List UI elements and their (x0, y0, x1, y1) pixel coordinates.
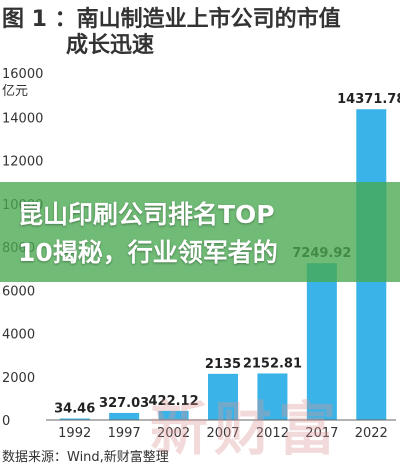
y-tick-label: 4000 (2, 328, 35, 343)
y-tick-label: 14000 (2, 111, 43, 126)
x-tick-label: 2007 (206, 426, 239, 441)
data-label: 14371.78 (337, 92, 400, 107)
chart-title-line-2: 成长迅速 (66, 32, 154, 58)
bar (158, 410, 189, 420)
y-tick-label: 12000 (2, 155, 43, 170)
bar (306, 263, 337, 420)
bar (208, 373, 238, 420)
x-tick-label: 2017 (305, 426, 338, 441)
watermark: 新财富 (150, 395, 343, 463)
bar (59, 418, 90, 420)
data-label: 34.46 (54, 402, 95, 417)
data-label: 2152.81 (243, 356, 302, 371)
data-label: 2135 (205, 357, 241, 372)
y-tick-label: 2000 (2, 371, 35, 386)
data-label: 327.03 (99, 396, 149, 411)
x-axis-ticks: 1992 1997 2002 2007 2012 2017 2022 (58, 426, 388, 441)
bar (257, 373, 288, 420)
banner-line-2: 10揭秘，行业领军者的 (18, 238, 278, 267)
x-tick-label: 2022 (355, 426, 388, 441)
x-tick-label: 2012 (256, 426, 289, 441)
banner-line-1: 昆山印刷公司排名TOP (18, 200, 275, 229)
x-tick-label: 2002 (157, 426, 190, 441)
x-tick-label: 1992 (58, 426, 91, 441)
y-tick-label: 6000 (2, 284, 35, 299)
y-axis-unit-top: 16000 (2, 67, 43, 82)
y-tick-label: 0 (2, 414, 10, 429)
x-tick-label: 1997 (108, 426, 141, 441)
data-labels: 34.46327.03422.1221352152.817249.9214371… (54, 92, 400, 416)
y-axis-unit: 亿元 (2, 84, 28, 99)
bars (59, 109, 387, 420)
data-source: 数据来源：Wind,新财富整理 (2, 450, 169, 465)
data-label: 422.12 (148, 394, 198, 409)
overlay-banner: 昆山印刷公司排名TOP 10揭秘，行业领军者的 (0, 182, 400, 282)
chart-title: 图 1 ：南山制造业上市公司的市值 (2, 6, 341, 32)
bar (109, 412, 140, 420)
